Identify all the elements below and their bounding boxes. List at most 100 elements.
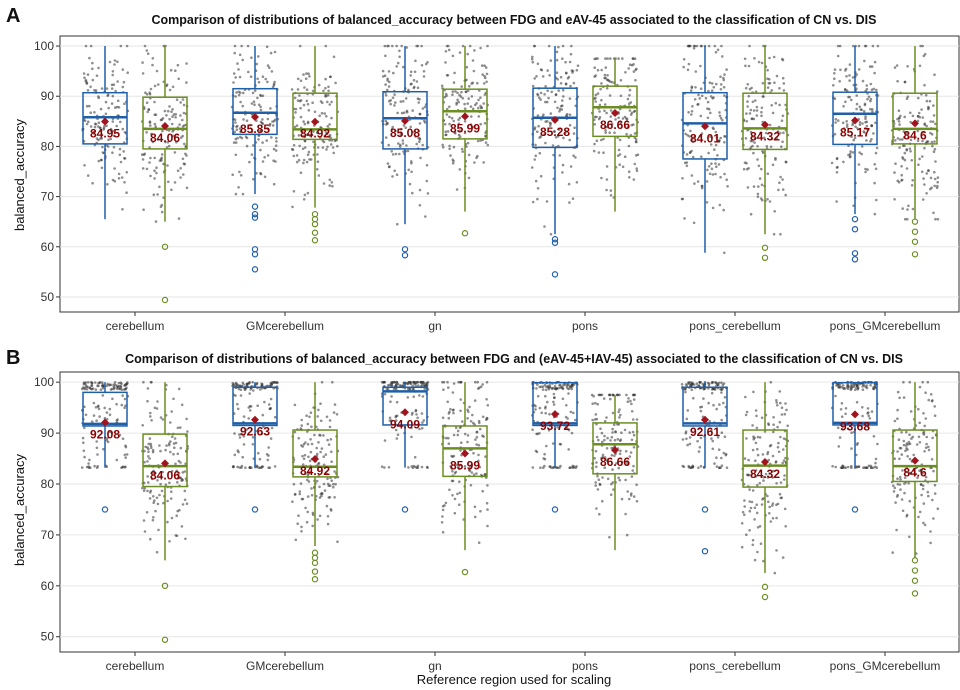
- jitter-point: [166, 109, 170, 113]
- jitter-point: [328, 178, 332, 182]
- jitter-point: [905, 513, 909, 517]
- jitter-point: [469, 466, 472, 469]
- jitter-point: [919, 44, 922, 48]
- jitter-point: [484, 76, 487, 80]
- jitter-point: [766, 197, 769, 201]
- jitter-point: [689, 44, 692, 48]
- jitter-point: [179, 476, 182, 480]
- jitter-point: [543, 225, 546, 228]
- jitter-point: [170, 490, 173, 494]
- jitter-point: [328, 484, 332, 488]
- mean-marker: [311, 117, 319, 126]
- jitter-point: [405, 144, 408, 147]
- jitter-point: [694, 70, 698, 73]
- jitter-point: [258, 457, 262, 461]
- jitter-point: [908, 457, 912, 461]
- jitter-point: [723, 435, 727, 439]
- jitter-point: [768, 512, 771, 515]
- jitter-point: [871, 44, 875, 48]
- jitter-point: [182, 103, 186, 107]
- mean-marker: [551, 115, 559, 124]
- jitter-point: [458, 116, 462, 120]
- jitter-point: [333, 139, 337, 143]
- jitter-point: [699, 87, 703, 90]
- jitter-point: [708, 81, 712, 84]
- jitter-point: [308, 459, 312, 463]
- jitter-point: [555, 58, 559, 62]
- jitter-point: [330, 460, 333, 464]
- jitter-point: [97, 121, 101, 124]
- jitter-point: [836, 165, 839, 169]
- jitter-point: [93, 111, 96, 114]
- jitter-point: [316, 518, 319, 521]
- jitter-point: [681, 177, 684, 180]
- jitter-point: [912, 469, 916, 472]
- jitter-point: [260, 382, 263, 386]
- jitter-point: [444, 50, 448, 53]
- jitter-point: [473, 103, 477, 107]
- jitter-point: [898, 475, 902, 479]
- jitter-point: [745, 437, 748, 440]
- jitter-point: [153, 177, 156, 180]
- outlier-point: [251, 210, 259, 218]
- jitter-point: [866, 412, 869, 415]
- jitter-point: [725, 466, 729, 470]
- outlier-point: [161, 296, 169, 304]
- jitter-point: [453, 497, 457, 501]
- jitter-point: [608, 94, 612, 97]
- jitter-point: [855, 73, 858, 76]
- jitter-point: [257, 103, 261, 107]
- jitter-point: [336, 144, 339, 148]
- jitter-point: [180, 403, 184, 407]
- jitter-point: [635, 418, 639, 421]
- jitter-point: [921, 487, 925, 491]
- jitter-point: [234, 381, 238, 385]
- jitter-point: [770, 137, 774, 141]
- jitter-point: [534, 154, 537, 158]
- jitter-point: [461, 150, 465, 153]
- jitter-point: [479, 385, 483, 389]
- jitter-point: [626, 400, 630, 404]
- jitter-point: [910, 184, 914, 187]
- jitter-point: [771, 517, 775, 520]
- jitter-point: [257, 55, 260, 58]
- mean-label: 84.6: [903, 128, 927, 142]
- jitter-point: [145, 167, 149, 171]
- jitter-point: [758, 525, 762, 528]
- jitter-point: [157, 138, 160, 141]
- jitter-point: [459, 449, 462, 452]
- jitter-point: [857, 44, 861, 48]
- jitter-point: [237, 93, 241, 97]
- jitter-point: [242, 91, 245, 95]
- jitter-point: [715, 407, 718, 411]
- jitter-point: [121, 465, 124, 469]
- jitter-point: [688, 442, 692, 446]
- jitter-point: [161, 117, 165, 120]
- jitter-point: [713, 44, 717, 48]
- outlier-point: [251, 251, 259, 258]
- jitter-point: [536, 197, 539, 201]
- jitter-point: [261, 118, 264, 121]
- jitter-point: [694, 86, 697, 89]
- jitter-point: [332, 482, 335, 486]
- jitter-point: [396, 222, 399, 226]
- jitter-point: [142, 489, 146, 493]
- jitter-point: [332, 485, 335, 489]
- jitter-point: [771, 163, 775, 167]
- jitter-point: [156, 400, 159, 403]
- jitter-point: [618, 478, 622, 482]
- jitter-point: [559, 82, 563, 85]
- jitter-point: [123, 181, 126, 184]
- jitter-point: [307, 72, 310, 75]
- jitter-point: [469, 484, 473, 487]
- jitter-point: [861, 414, 864, 418]
- jitter-point: [614, 430, 617, 433]
- jitter-point: [542, 457, 545, 460]
- jitter-point: [91, 78, 95, 82]
- jitter-point: [718, 111, 721, 114]
- jitter-point: [933, 414, 937, 418]
- jitter-point: [760, 167, 763, 171]
- jitter-point: [472, 451, 475, 455]
- jitter-point: [473, 515, 477, 519]
- jitter-point: [116, 99, 120, 103]
